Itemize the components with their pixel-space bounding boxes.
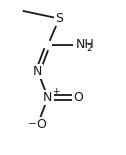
Text: N: N [33, 65, 42, 78]
Text: 2: 2 [86, 44, 92, 53]
Text: −: − [28, 119, 37, 129]
Text: O: O [37, 117, 46, 131]
Text: N: N [43, 91, 53, 104]
Text: O: O [73, 91, 83, 104]
Text: +: + [52, 87, 60, 96]
Text: S: S [55, 12, 63, 25]
Text: NH: NH [76, 38, 94, 51]
